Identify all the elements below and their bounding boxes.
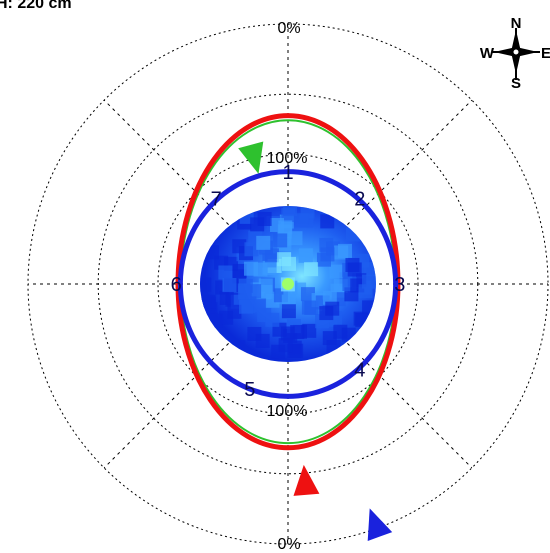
heatmap-cell bbox=[364, 262, 376, 277]
chart-header: H: 220 cm bbox=[0, 0, 72, 12]
heatmap-cell bbox=[319, 306, 334, 321]
marker-3 bbox=[367, 508, 393, 541]
heatmap-cell bbox=[239, 299, 254, 314]
heatmap-cell bbox=[201, 294, 216, 309]
heatmap-cell bbox=[345, 257, 360, 272]
heatmap-cell bbox=[329, 264, 344, 279]
heatmap-cell bbox=[304, 262, 319, 277]
heatmap-cell bbox=[326, 340, 341, 355]
heatmap-cell bbox=[227, 304, 242, 319]
heatmap-cell bbox=[278, 338, 293, 353]
heatmap-cell bbox=[237, 285, 252, 300]
marker-2 bbox=[293, 464, 320, 496]
compass-icon bbox=[492, 28, 540, 80]
heatmap-cell bbox=[281, 304, 296, 319]
compass-n: N bbox=[511, 15, 522, 32]
heatmap-cell bbox=[355, 313, 370, 328]
heatmap-cell bbox=[290, 325, 305, 340]
pct-bottom-outer: 0% bbox=[277, 536, 300, 553]
heatmap-cell bbox=[218, 265, 233, 280]
heatmap-cell bbox=[200, 277, 212, 292]
pct-bottom-inner: 100% bbox=[267, 403, 308, 420]
compass-e: E bbox=[541, 45, 550, 62]
heatmap-cell bbox=[333, 324, 348, 339]
heatmap-cell bbox=[282, 256, 297, 271]
heatmap bbox=[200, 206, 376, 362]
heatmap-cell bbox=[283, 206, 298, 217]
heatmap-cell bbox=[257, 211, 272, 226]
series-group bbox=[175, 113, 401, 451]
sector-label-7: 7 bbox=[211, 188, 222, 210]
heatmap-cell bbox=[219, 290, 234, 305]
heatmap-cell bbox=[300, 287, 315, 302]
grid-ring-3 bbox=[157, 153, 419, 415]
heatmap-cell bbox=[231, 340, 246, 355]
sector-label-3: 3 bbox=[394, 274, 405, 296]
heatmap-cell bbox=[256, 235, 271, 250]
heatmap-cells bbox=[200, 206, 376, 359]
heatmap-cell bbox=[273, 233, 288, 248]
sector-label-4: 4 bbox=[354, 360, 365, 382]
heatmap-cell bbox=[362, 300, 376, 315]
heatmap-cell bbox=[244, 242, 259, 257]
pct-top-inner: 100% bbox=[267, 150, 308, 167]
heatmap-cell bbox=[320, 247, 335, 262]
heatmap-cell bbox=[337, 243, 352, 258]
compass-s: S bbox=[511, 75, 521, 92]
heatmap-cell bbox=[255, 333, 270, 348]
heatmap-cell bbox=[345, 227, 360, 242]
sector-label-2: 2 bbox=[354, 188, 365, 210]
sector-label-1: 1 bbox=[282, 162, 293, 184]
heatmap-cell bbox=[243, 261, 258, 276]
pct-top-outer: 0% bbox=[277, 20, 300, 37]
sector-label-6: 6 bbox=[171, 274, 182, 296]
heatmap-cell bbox=[322, 290, 337, 305]
heatmap-cell bbox=[264, 248, 279, 263]
heatmap-cell bbox=[289, 343, 304, 358]
heatmap-cell bbox=[301, 300, 316, 315]
heatmap-cell bbox=[204, 245, 219, 260]
heatmap-cell bbox=[288, 231, 303, 246]
heatmap-cell bbox=[208, 313, 223, 328]
heatmap-cell bbox=[258, 284, 273, 299]
marker-group bbox=[238, 141, 393, 541]
heatmap-cell bbox=[294, 213, 309, 228]
heatmap-cell bbox=[265, 312, 280, 327]
marker-1 bbox=[238, 141, 264, 174]
compass-rose: N S W E bbox=[480, 15, 550, 92]
heatmap-cell bbox=[222, 277, 237, 292]
heatmap-cell bbox=[298, 248, 313, 263]
heatmap-center bbox=[282, 278, 294, 290]
compass-w: W bbox=[480, 45, 495, 62]
heatmap-cell bbox=[320, 214, 335, 229]
sector-label-5: 5 bbox=[244, 379, 255, 401]
series-curve-3 bbox=[177, 169, 399, 399]
heatmap-cell bbox=[358, 284, 373, 299]
heatmap-cell bbox=[278, 220, 293, 235]
heatmap-cell bbox=[232, 239, 247, 254]
sector-labels: 1 2 3 4 5 6 7 bbox=[171, 162, 406, 401]
